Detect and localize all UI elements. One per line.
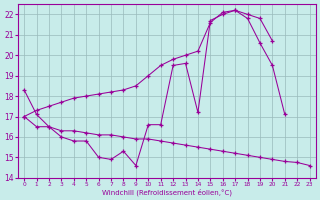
X-axis label: Windchill (Refroidissement éolien,°C): Windchill (Refroidissement éolien,°C) [102, 188, 232, 196]
